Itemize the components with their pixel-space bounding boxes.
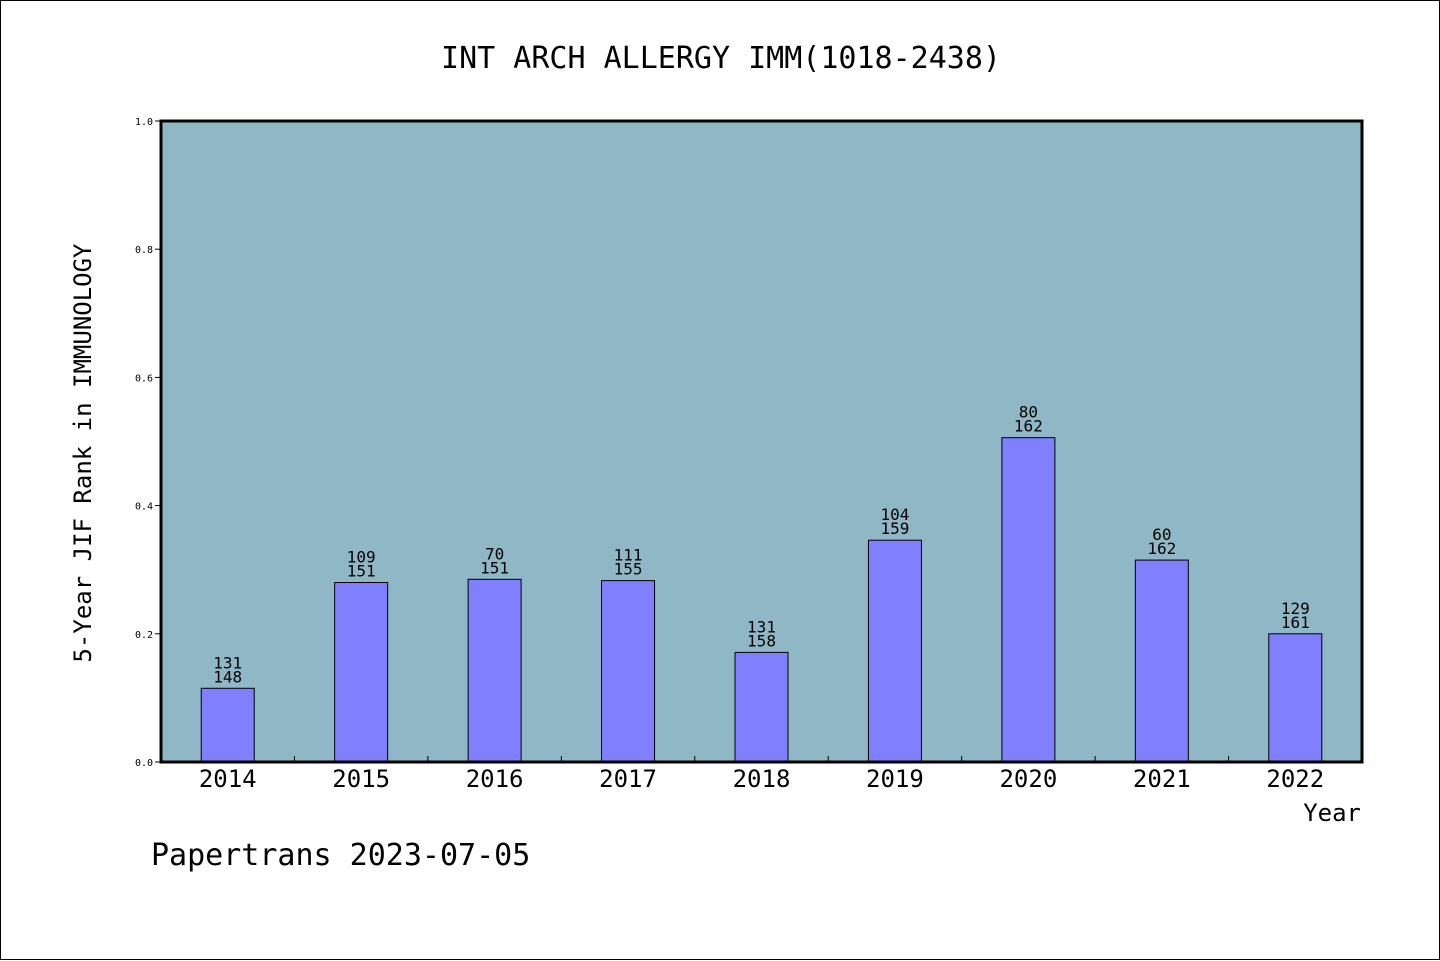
bar-label-total: 161 [1281, 613, 1310, 632]
bar [467, 578, 522, 763]
bar [601, 580, 656, 763]
plot-border [159, 119, 1364, 764]
bar-label-rank: 129 [1281, 599, 1310, 618]
bar-label-total: 155 [614, 560, 643, 579]
bar-label-total: 148 [213, 667, 242, 686]
x-axis-label: Year [1303, 799, 1361, 827]
bar [334, 582, 389, 763]
x-tick-label: 2019 [866, 765, 924, 793]
bar-label-rank: 111 [614, 546, 643, 565]
y-axis-label: 5-Year JIF Rank in IMMUNOLOGY [69, 243, 97, 663]
bar-label-rank: 109 [347, 548, 376, 567]
x-tick-label: 2015 [332, 765, 390, 793]
bar [1001, 437, 1056, 763]
bar [734, 651, 789, 763]
bar-label-total: 151 [480, 558, 509, 577]
chart-title: INT ARCH ALLERGY IMM(1018-2438) [441, 41, 1001, 76]
bar-label-rank: 80 [1019, 403, 1038, 422]
bar [1134, 559, 1189, 763]
y-tick-label: 0.2 [135, 630, 153, 641]
bar-label-rank: 60 [1152, 525, 1171, 544]
y-tick-label: 0.6 [135, 373, 153, 384]
x-tick-label: 2022 [1266, 765, 1324, 793]
x-tick-label: 2021 [1133, 765, 1191, 793]
bar-label-rank: 70 [485, 544, 504, 563]
x-tick-label: 2017 [599, 765, 657, 793]
bar-label-total: 162 [1147, 539, 1176, 558]
x-tick-label: 2020 [999, 765, 1057, 793]
y-tick-label: 0.0 [135, 758, 153, 769]
plot-area: 0.00.20.40.60.81.01311482014109151201570… [135, 117, 1364, 793]
bar-label-rank: 104 [880, 505, 909, 524]
bar-label-total: 158 [747, 631, 776, 650]
y-tick-label: 1.0 [135, 117, 153, 128]
bar [867, 539, 922, 763]
y-tick-label: 0.4 [135, 502, 153, 513]
bar [200, 687, 255, 763]
x-tick-label: 2014 [199, 765, 257, 793]
bar [1268, 633, 1323, 763]
bar-label-total: 162 [1014, 417, 1043, 436]
bar-label-total: 159 [880, 519, 909, 538]
bar-label-total: 151 [347, 562, 376, 581]
x-tick-label: 2018 [733, 765, 791, 793]
x-tick-label: 2016 [466, 765, 524, 793]
footer-credit: Papertrans 2023-07-05 [151, 838, 530, 873]
bar-label-rank: 131 [747, 617, 776, 636]
y-tick-label: 0.8 [135, 245, 153, 256]
bar-label-rank: 131 [213, 653, 242, 672]
